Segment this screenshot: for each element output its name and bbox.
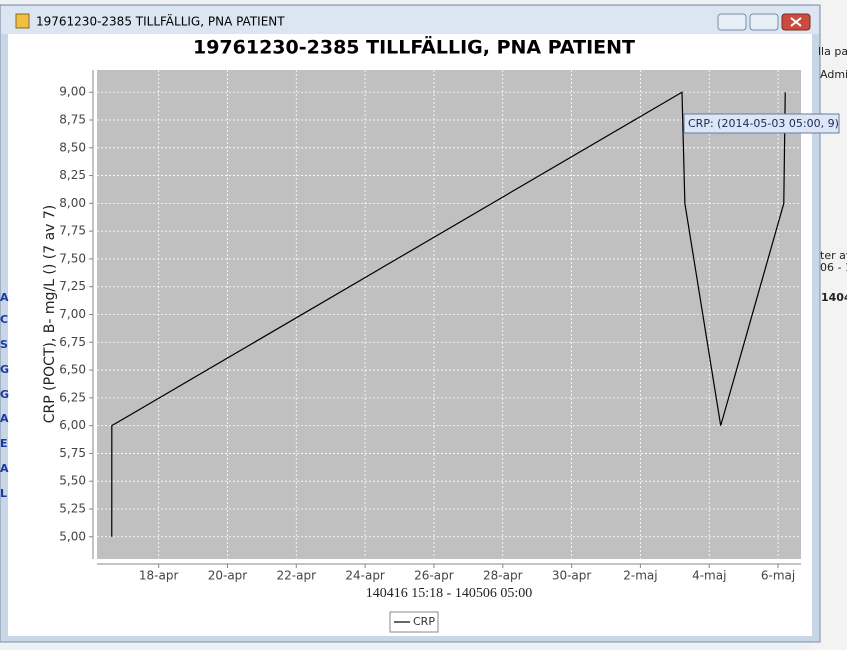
x-tick-label: 22-apr [277,569,317,583]
x-tick-label: 18-apr [139,569,179,583]
y-tick-label: 8,25 [59,168,86,182]
tooltip-box [683,113,840,134]
background-text: C [0,313,8,326]
y-tick-label: 6,50 [59,363,86,377]
background-text: A [0,462,9,475]
x-tick-label: 4-maj [692,569,726,583]
background-text: G [0,363,9,376]
background-text: L [0,487,7,500]
y-tick-label: 8,00 [59,196,86,210]
tooltip: CRP: (2014-05-03 05:00, 9) [688,117,839,130]
y-tick-label: 5,25 [59,501,86,515]
y-tick-label: 7,75 [59,224,86,238]
window-title: 19761230-2385 TILLFÄLLIG, PNA PATIENT [36,14,285,29]
y-tick-label: 6,00 [59,418,86,432]
legend-label: CRP [413,615,435,628]
y-tick-label: 7,00 [59,307,86,321]
background-text: lla pati [818,45,847,58]
data-line [111,91,786,537]
x-tick-label: 28-apr [483,569,523,583]
y-tick-label: 5,50 [59,474,86,488]
x-tick-label: 6-maj [761,569,795,583]
background-text: A [0,412,9,425]
y-axis-label: CRP (POCT), B- mg/L () (7 av 7) [42,205,58,423]
y-tick-label: 8,50 [59,140,86,154]
x-tick-label: 26-apr [414,569,454,583]
x-tick-label: 20-apr [208,569,248,583]
background-text: G [0,388,9,401]
background-text: E [0,437,8,450]
x-tick-label: 30-apr [552,569,592,583]
maximize-button[interactable] [749,13,779,31]
y-tick-label: 6,75 [59,335,86,349]
title-bar [1,6,819,34]
y-tick-label: 9,00 [59,85,86,99]
x-tick-label: 24-apr [345,569,385,583]
y-tick-label: 5,00 [59,529,86,543]
background-text: 1404 [821,291,847,304]
background-text: A [0,291,9,304]
background-text: S [0,338,8,351]
y-tick-label: 6,25 [59,390,86,404]
x-axis-label: 140416 15:18 - 140506 05:00 [366,586,532,601]
y-tick-label: 7,50 [59,251,86,265]
app-icon [15,13,30,29]
legend [389,611,439,633]
y-tick-label: 5,75 [59,446,86,460]
y-tick-label: 8,75 [59,113,86,127]
close-icon [790,17,802,27]
minimize-button[interactable] [717,13,747,31]
background-text: 06 - 1 [820,261,847,274]
background-text: Admini [820,68,847,81]
background-text: ter av [820,249,847,262]
x-tick-label: 2-maj [623,569,657,583]
chart-title: 19761230-2385 TILLFÄLLIG, PNA PATIENT [193,35,635,59]
y-tick-label: 7,25 [59,279,86,293]
